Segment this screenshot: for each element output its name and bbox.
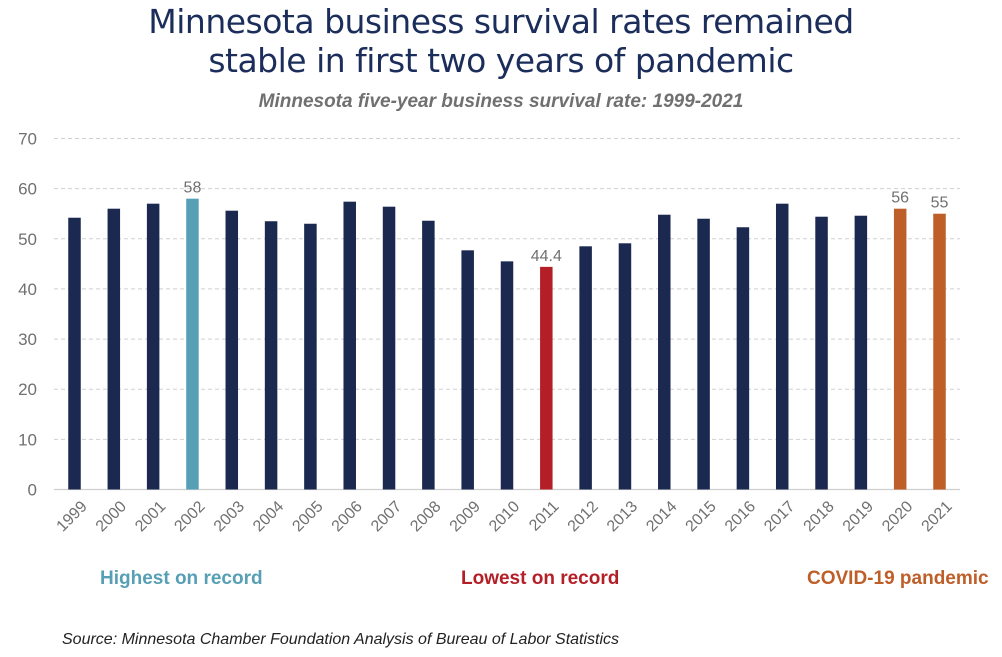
- bar-2008: [422, 220, 435, 490]
- x-tick-label: 2001: [132, 498, 169, 535]
- x-tick-label: 2000: [93, 498, 130, 535]
- bar-2002: [186, 198, 199, 490]
- chart-title-line-1: Minnesota business survival rates remain…: [148, 2, 854, 41]
- chart-title-line-2: stable in first two years of pandemic: [208, 41, 794, 80]
- bar-2019: [854, 215, 868, 490]
- bar-2014: [658, 214, 671, 490]
- y-tick-label: 40: [18, 280, 37, 299]
- annotation-lowest-on-record: Lowest on record: [461, 568, 620, 589]
- bar-2018: [815, 216, 828, 490]
- y-tick-label: 0: [28, 481, 37, 500]
- annotation-highest-on-record: Highest on record: [100, 568, 263, 589]
- y-tick-label: 50: [18, 230, 37, 249]
- x-tick-label: 2005: [289, 498, 326, 535]
- data-label-2011: 44.4: [531, 248, 562, 265]
- x-tick-label: 2021: [918, 498, 955, 535]
- bar-2004: [264, 221, 278, 490]
- bar-2009: [461, 250, 474, 490]
- x-tick-label: 2019: [840, 498, 877, 535]
- y-tick-label: 60: [18, 180, 37, 199]
- data-label-2002: 58: [184, 180, 202, 197]
- bar-2001: [146, 203, 160, 490]
- y-tick-label: 30: [18, 330, 37, 349]
- y-axis-ticks: 0 10 20 30 40 50 60 70: [18, 130, 37, 500]
- bar-2016: [736, 227, 750, 490]
- bar-2020: [893, 208, 907, 490]
- x-tick-label: 2009: [447, 498, 484, 535]
- chart-subtitle: Minnesota five-year business survival ra…: [258, 91, 744, 112]
- y-tick-label: 70: [18, 130, 37, 149]
- y-tick-label: 10: [18, 430, 37, 449]
- chart-title: Minnesota business survival rates remain…: [0, 2, 1002, 80]
- bar-2013: [618, 243, 632, 490]
- bar-2015: [697, 218, 710, 490]
- x-tick-label: 2008: [407, 498, 444, 535]
- bar-2007: [382, 206, 396, 490]
- x-tick-label: 2013: [604, 498, 641, 535]
- bars: [68, 198, 946, 490]
- bar-2011: [540, 266, 553, 490]
- x-tick-label: 2010: [486, 498, 523, 535]
- x-tick-label: 2014: [643, 498, 680, 535]
- x-tick-label: 1999: [53, 498, 90, 535]
- bar-2003: [225, 210, 239, 490]
- data-label-2020: 56: [891, 190, 909, 207]
- data-labels: 58 44.4 56 55: [184, 180, 949, 265]
- bar-1999: [68, 217, 81, 490]
- x-tick-label: 2016: [722, 498, 759, 535]
- y-tick-label: 20: [18, 380, 37, 399]
- x-tick-label: 2012: [565, 498, 602, 535]
- bar-2000: [107, 208, 121, 490]
- x-tick-label: 2020: [879, 498, 916, 535]
- bar-2006: [343, 201, 356, 490]
- bar-2021: [933, 213, 946, 490]
- x-tick-label: 2006: [329, 498, 366, 535]
- x-tick-label: 2003: [211, 498, 248, 535]
- annotation-covid-19-pandemic: COVID-19 pandemic: [807, 568, 989, 589]
- x-tick-label: 2004: [250, 498, 287, 535]
- bar-2005: [304, 223, 317, 490]
- x-tick-label: 2018: [801, 498, 838, 535]
- source-note: Source: Minnesota Chamber Foundation Ana…: [62, 631, 620, 648]
- data-label-2021: 55: [931, 195, 949, 212]
- gridlines: [54, 138, 960, 491]
- x-tick-label: 2007: [368, 498, 405, 535]
- x-tick-label: 2017: [761, 498, 798, 535]
- bar-2010: [500, 261, 514, 490]
- x-tick-label: 2002: [171, 498, 208, 535]
- x-tick-label: 2015: [683, 498, 720, 535]
- x-tick-label: 2011: [526, 498, 562, 534]
- x-axis-ticks: 1999 2000 2001 2002 2003 2004 2005 2006 2007 2008…: [53, 498, 955, 535]
- bar-2017: [775, 203, 789, 490]
- bar-2012: [579, 246, 592, 490]
